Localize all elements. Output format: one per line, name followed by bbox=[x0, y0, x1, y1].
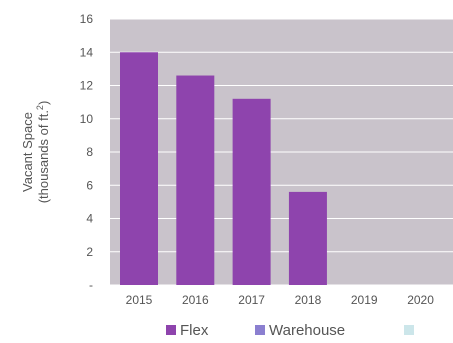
y-tick-label: - bbox=[89, 278, 93, 292]
x-tick-label: 2019 bbox=[351, 293, 378, 307]
y-tick-label: 16 bbox=[80, 12, 94, 26]
y-axis-title: Vacant Space (thousands of ft.2) bbox=[20, 101, 51, 204]
svg-text:(thousands of ft.2): (thousands of ft.2) bbox=[35, 101, 51, 204]
y-tick-label: 6 bbox=[86, 178, 93, 192]
y-tick-label: 2 bbox=[86, 245, 93, 259]
x-tick-label: 2017 bbox=[238, 293, 265, 307]
y-tick-label: 14 bbox=[80, 45, 94, 59]
bar-flex-2017 bbox=[232, 98, 271, 285]
x-tick-label: 2020 bbox=[407, 293, 434, 307]
y-tick-labels: - 2 4 6 8 10 12 14 16 bbox=[80, 12, 94, 292]
y-axis-title-units-sup: 2 bbox=[35, 105, 45, 110]
legend-swatch bbox=[166, 325, 176, 335]
x-tick-label: 2018 bbox=[295, 293, 322, 307]
gridlines bbox=[110, 18, 453, 286]
legend-swatch bbox=[255, 325, 265, 335]
legend-swatch bbox=[404, 325, 414, 335]
y-tick-label: 8 bbox=[86, 145, 93, 159]
y-axis-title-units-close: ) bbox=[36, 101, 51, 105]
x-tick-label: 2016 bbox=[182, 293, 209, 307]
bar-flex-2016 bbox=[176, 75, 215, 286]
bar-flex-2018 bbox=[288, 191, 327, 285]
y-axis-title-units: (thousands of ft. bbox=[36, 110, 51, 203]
legend-label: Warehouse bbox=[269, 322, 345, 339]
x-tick-label: 2015 bbox=[126, 293, 153, 307]
legend-label: Flex bbox=[180, 322, 209, 339]
bars bbox=[120, 52, 327, 286]
y-tick-label: 12 bbox=[80, 79, 94, 93]
y-tick-label: 10 bbox=[80, 112, 94, 126]
y-tick-label: 4 bbox=[86, 212, 93, 226]
bar-flex-2015 bbox=[120, 52, 158, 285]
legend: Flex Warehouse bbox=[166, 322, 414, 339]
x-tick-labels: 2015 2016 2017 2018 2019 2020 bbox=[126, 293, 435, 307]
y-axis-title-main: Vacant Space bbox=[20, 112, 35, 192]
svg-text:Vacant Space: Vacant Space bbox=[20, 112, 35, 192]
